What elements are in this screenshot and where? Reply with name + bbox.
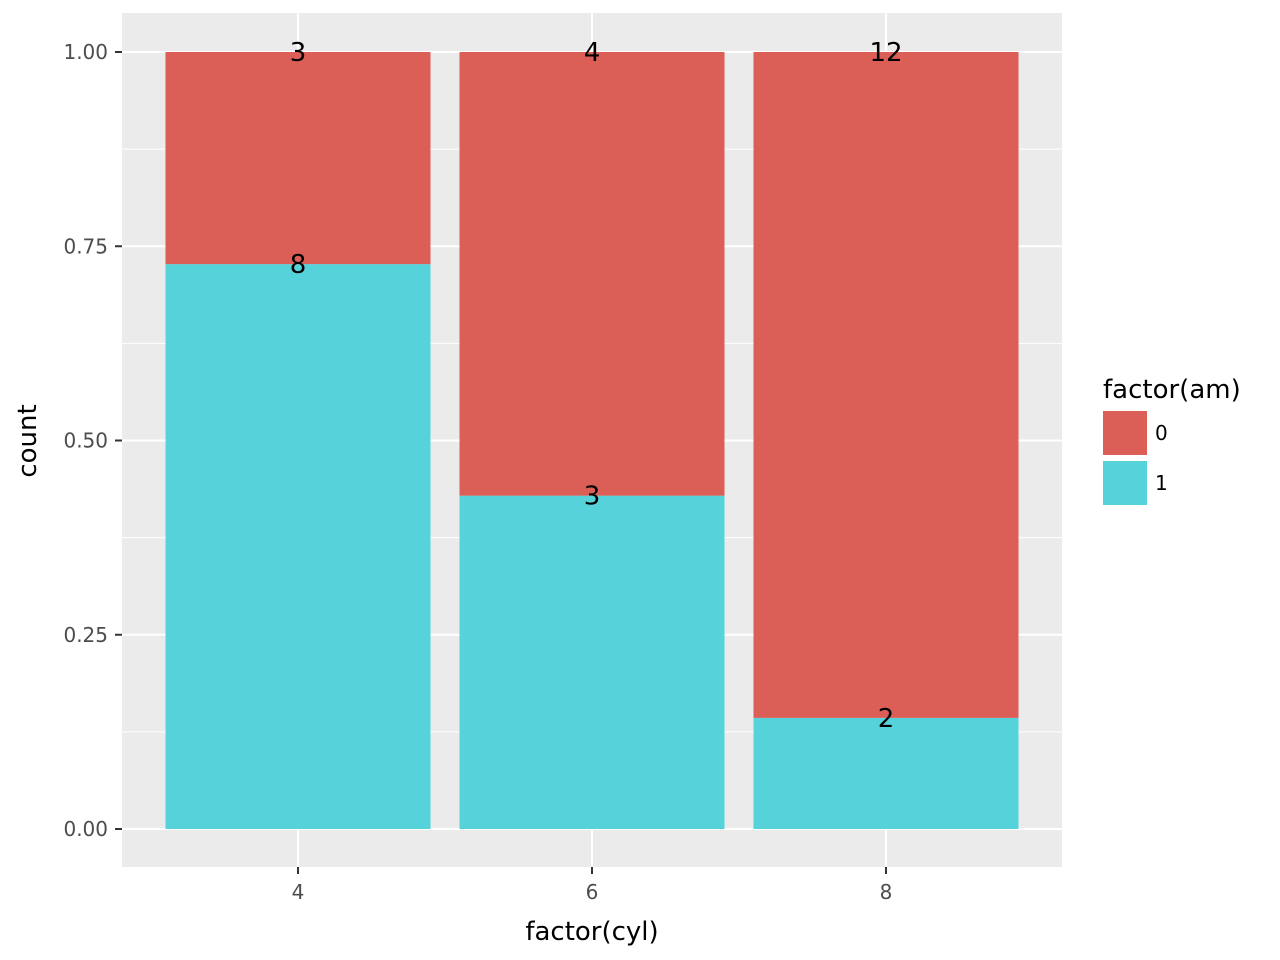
bar-count-label: 3: [290, 38, 307, 68]
x-tick-label: 6: [586, 880, 599, 904]
y-axis-title: count: [13, 404, 43, 477]
bar-count-label: 3: [584, 482, 601, 512]
x-tick-label: 8: [880, 880, 893, 904]
x-axis-title: factor(cyl): [525, 917, 658, 947]
x-axis: 4 6 8: [292, 867, 893, 904]
legend-swatch-1: [1103, 461, 1147, 505]
bar-segment-cyl8-am1: [753, 717, 1019, 829]
bar-count-label: 2: [878, 704, 895, 734]
y-axis: 0.00 0.25 0.50 0.75 1.00: [63, 40, 122, 841]
bar-count-label: 4: [584, 38, 601, 68]
y-tick-label: 0.25: [63, 623, 108, 647]
y-tick-label: 0.50: [63, 429, 108, 453]
bar-labels: 8 3 3 4 2 12: [290, 38, 903, 734]
bar-segment-cyl8-am0: [753, 52, 1019, 718]
x-tick-label: 4: [292, 880, 305, 904]
legend-swatch-0: [1103, 411, 1147, 455]
bars: [165, 52, 1019, 830]
bar-count-label: 8: [290, 250, 307, 280]
y-tick-label: 0.75: [63, 234, 108, 258]
bar-segment-cyl4-am0: [165, 52, 431, 265]
legend-keys: 01: [1103, 411, 1168, 505]
bar-segment-cyl6-am1: [459, 495, 725, 829]
legend-label-0: 0: [1155, 421, 1168, 445]
bar-count-label: 12: [869, 38, 902, 68]
bar-segment-cyl6-am0: [459, 52, 725, 496]
legend: factor(am) 01: [1103, 375, 1241, 505]
bar-segment-cyl4-am1: [165, 264, 431, 830]
legend-label-1: 1: [1155, 471, 1168, 495]
y-tick-label: 1.00: [63, 40, 108, 64]
y-tick-label: 0.00: [63, 817, 108, 841]
legend-title: factor(am): [1103, 375, 1241, 405]
